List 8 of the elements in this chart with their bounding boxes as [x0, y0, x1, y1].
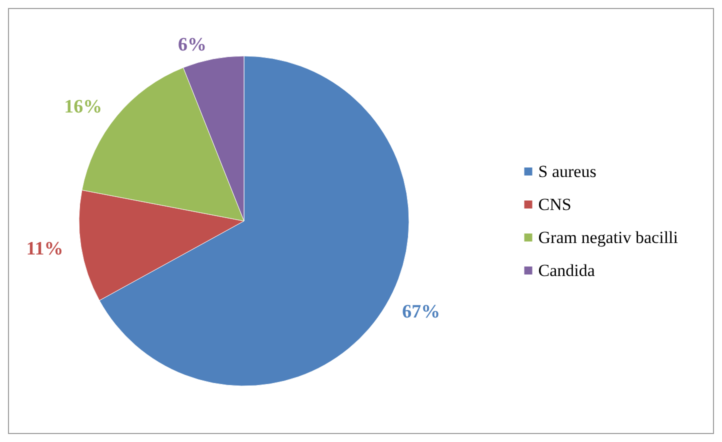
legend-label: CNS: [538, 195, 572, 214]
data-label: 11%: [26, 238, 64, 260]
data-label: 67%: [402, 302, 440, 323]
legend-label: Gram negativ bacilli: [538, 228, 678, 247]
data-label: 16%: [64, 96, 102, 118]
legend-label: S aureus: [538, 162, 596, 181]
data-label: 6%: [178, 34, 206, 56]
legend-label: Candida: [538, 261, 596, 280]
